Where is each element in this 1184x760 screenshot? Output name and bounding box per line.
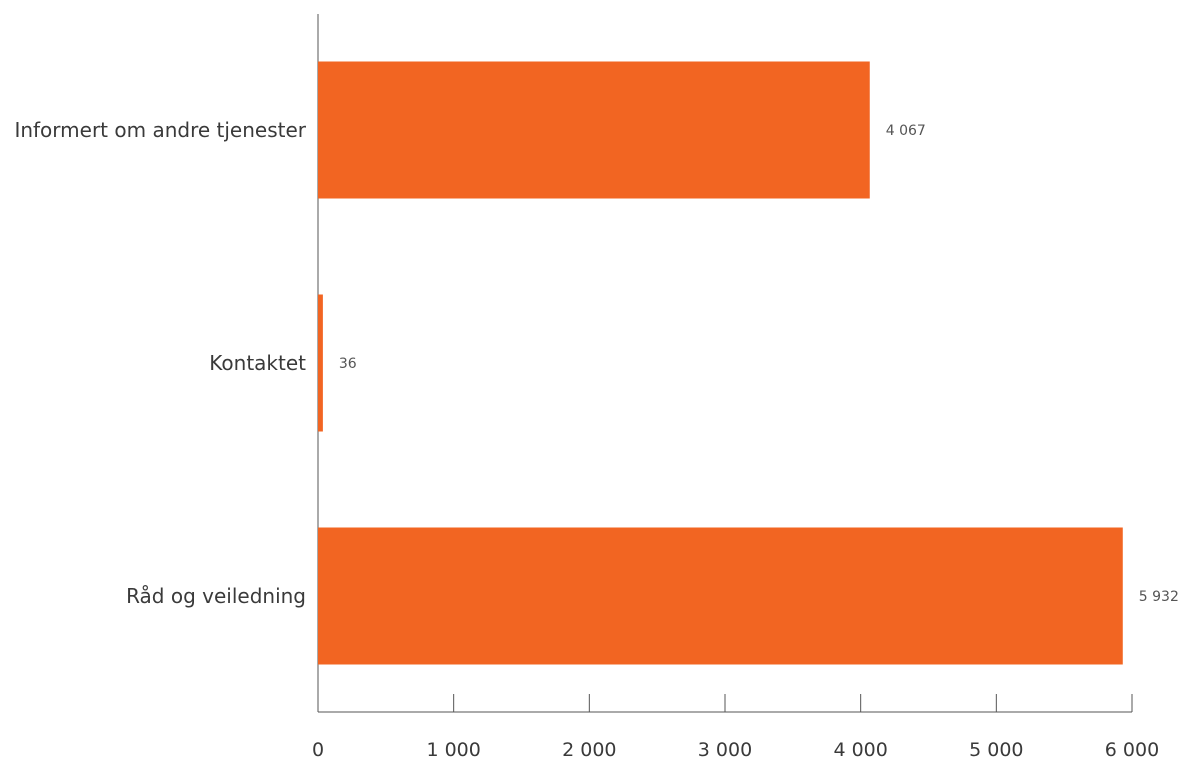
bar bbox=[318, 527, 1123, 665]
bar bbox=[318, 61, 870, 199]
value-label: 36 bbox=[339, 356, 357, 372]
axes: 0 1 000 2 000 3 000 4 000 5 000 6 000 bbox=[312, 14, 1159, 760]
value-label: 4 067 bbox=[886, 123, 926, 139]
category-label: Kontaktet bbox=[209, 351, 306, 375]
x-tick-label: 2 000 bbox=[562, 739, 616, 760]
category-label: Informert om andre tjenester bbox=[14, 118, 306, 142]
labels: Informert om andre tjenester 4 067 Kontakt… bbox=[14, 118, 1178, 608]
bar bbox=[318, 294, 323, 432]
x-tick-label: 5 000 bbox=[969, 739, 1023, 760]
x-tick-label: 0 bbox=[312, 739, 324, 760]
x-tick-label: 3 000 bbox=[698, 739, 752, 760]
x-tick-label: 4 000 bbox=[833, 739, 887, 760]
value-label: 5 932 bbox=[1139, 589, 1179, 605]
x-tick-label: 6 000 bbox=[1105, 739, 1159, 760]
category-label: Råd og veiledning bbox=[126, 584, 306, 608]
x-tick-label: 1 000 bbox=[426, 739, 480, 760]
bars bbox=[318, 61, 1123, 665]
